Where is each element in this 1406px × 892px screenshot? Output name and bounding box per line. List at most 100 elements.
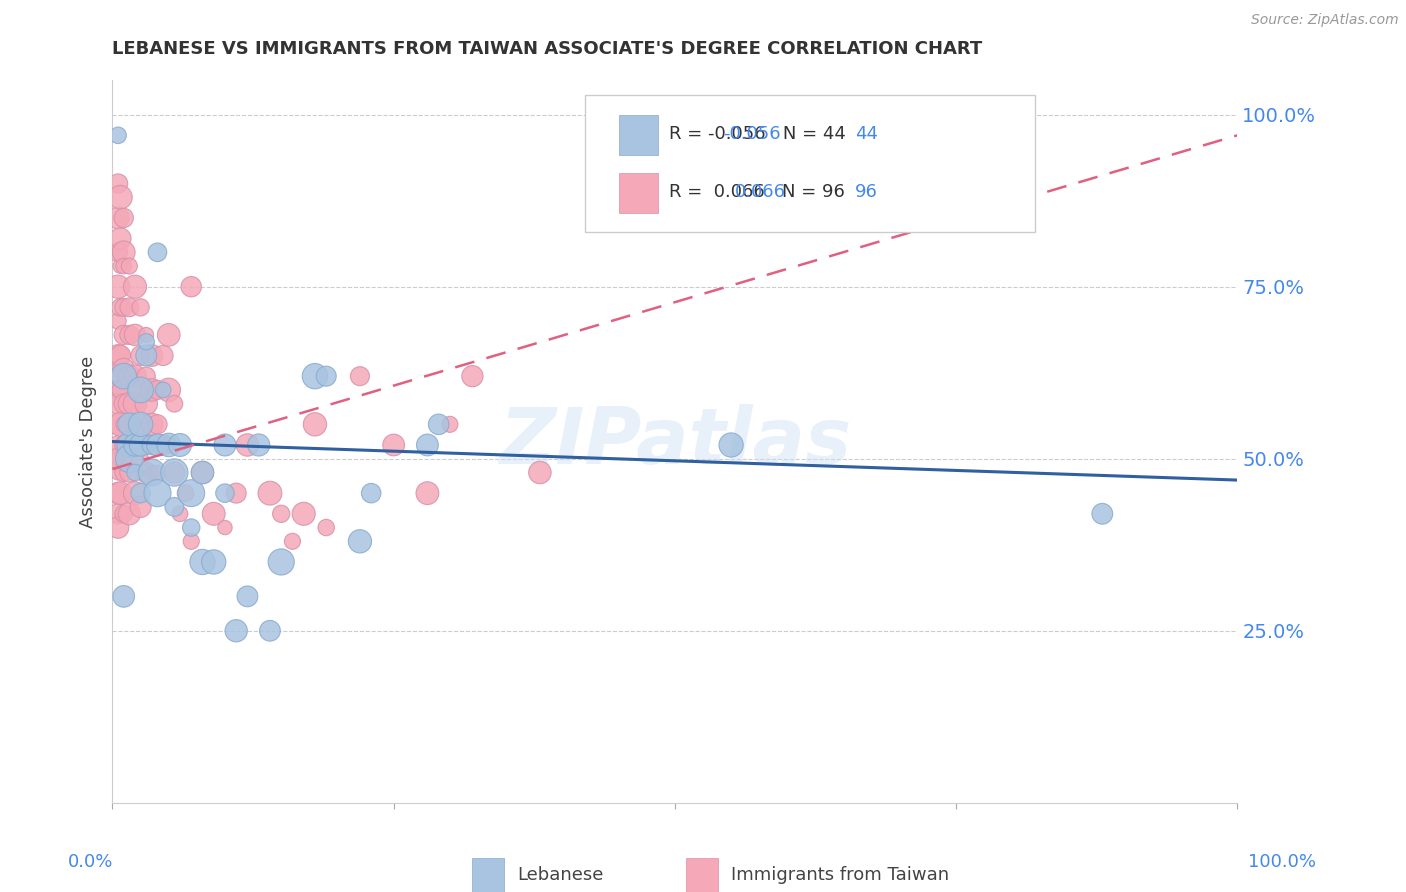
- Point: [214, 438, 236, 452]
- Point: [118, 438, 141, 452]
- Point: [270, 507, 292, 521]
- Point: [107, 507, 129, 521]
- Point: [135, 349, 157, 363]
- Point: [112, 397, 135, 411]
- Point: [135, 334, 157, 349]
- Point: [112, 507, 135, 521]
- Point: [107, 211, 129, 225]
- Point: [135, 369, 157, 384]
- Point: [382, 438, 405, 452]
- Point: [124, 486, 146, 500]
- Point: [141, 349, 163, 363]
- Point: [180, 520, 202, 534]
- Text: ZIPatlas: ZIPatlas: [499, 403, 851, 480]
- Point: [157, 438, 180, 452]
- Point: [416, 438, 439, 452]
- Point: [110, 259, 132, 273]
- Point: [427, 417, 450, 432]
- Point: [169, 438, 191, 452]
- Text: 100.0%: 100.0%: [1249, 854, 1316, 871]
- Point: [112, 301, 135, 315]
- Point: [110, 301, 132, 315]
- Text: Immigrants from Taiwan: Immigrants from Taiwan: [731, 866, 949, 884]
- Point: [107, 177, 129, 191]
- Point: [118, 507, 141, 521]
- Point: [1091, 507, 1114, 521]
- Text: Source: ZipAtlas.com: Source: ZipAtlas.com: [1251, 13, 1399, 28]
- Text: R = -0.056   N = 44: R = -0.056 N = 44: [669, 126, 846, 144]
- Point: [146, 383, 169, 397]
- Point: [107, 128, 129, 143]
- Point: [112, 590, 135, 604]
- FancyBboxPatch shape: [619, 115, 658, 154]
- Point: [146, 245, 169, 260]
- Point: [281, 534, 304, 549]
- Text: 0.0%: 0.0%: [67, 854, 112, 871]
- Point: [118, 451, 141, 466]
- Point: [202, 555, 225, 569]
- Point: [118, 397, 141, 411]
- Text: 0.066: 0.066: [734, 183, 786, 202]
- Text: 96: 96: [855, 183, 877, 202]
- Point: [118, 417, 141, 432]
- Point: [191, 555, 214, 569]
- FancyBboxPatch shape: [686, 858, 717, 892]
- Point: [107, 314, 129, 328]
- Point: [129, 383, 152, 397]
- Point: [315, 369, 337, 384]
- Point: [152, 383, 174, 397]
- Point: [107, 245, 129, 260]
- Point: [107, 397, 129, 411]
- Text: 44: 44: [855, 126, 877, 144]
- Point: [152, 349, 174, 363]
- Point: [129, 417, 152, 432]
- Point: [112, 245, 135, 260]
- Point: [107, 279, 129, 293]
- Point: [247, 438, 270, 452]
- Point: [110, 417, 132, 432]
- Point: [141, 466, 163, 480]
- Point: [129, 500, 152, 514]
- Point: [141, 383, 163, 397]
- Point: [163, 466, 186, 480]
- Point: [118, 301, 141, 315]
- Point: [112, 327, 135, 342]
- Point: [124, 279, 146, 293]
- Point: [124, 466, 146, 480]
- Point: [146, 438, 169, 452]
- Point: [720, 438, 742, 452]
- Point: [304, 369, 326, 384]
- Point: [146, 486, 169, 500]
- Point: [112, 369, 135, 384]
- Point: [529, 466, 551, 480]
- Point: [118, 466, 141, 480]
- Point: [118, 369, 141, 384]
- Point: [163, 466, 186, 480]
- Point: [107, 466, 129, 480]
- Text: LEBANESE VS IMMIGRANTS FROM TAIWAN ASSOCIATE'S DEGREE CORRELATION CHART: LEBANESE VS IMMIGRANTS FROM TAIWAN ASSOC…: [112, 40, 983, 58]
- Point: [107, 369, 129, 384]
- Point: [110, 190, 132, 204]
- Point: [107, 451, 129, 466]
- Point: [202, 507, 225, 521]
- Point: [112, 417, 135, 432]
- Point: [107, 520, 129, 534]
- Point: [146, 466, 169, 480]
- Point: [107, 383, 129, 397]
- Point: [157, 327, 180, 342]
- Point: [157, 383, 180, 397]
- Point: [141, 438, 163, 452]
- Point: [129, 486, 152, 500]
- Point: [225, 624, 247, 638]
- Point: [214, 520, 236, 534]
- Point: [349, 369, 371, 384]
- Point: [124, 438, 146, 452]
- Point: [191, 466, 214, 480]
- Point: [461, 369, 484, 384]
- Point: [107, 349, 129, 363]
- Point: [110, 486, 132, 500]
- Point: [236, 590, 259, 604]
- Point: [110, 451, 132, 466]
- Point: [315, 520, 337, 534]
- Point: [129, 349, 152, 363]
